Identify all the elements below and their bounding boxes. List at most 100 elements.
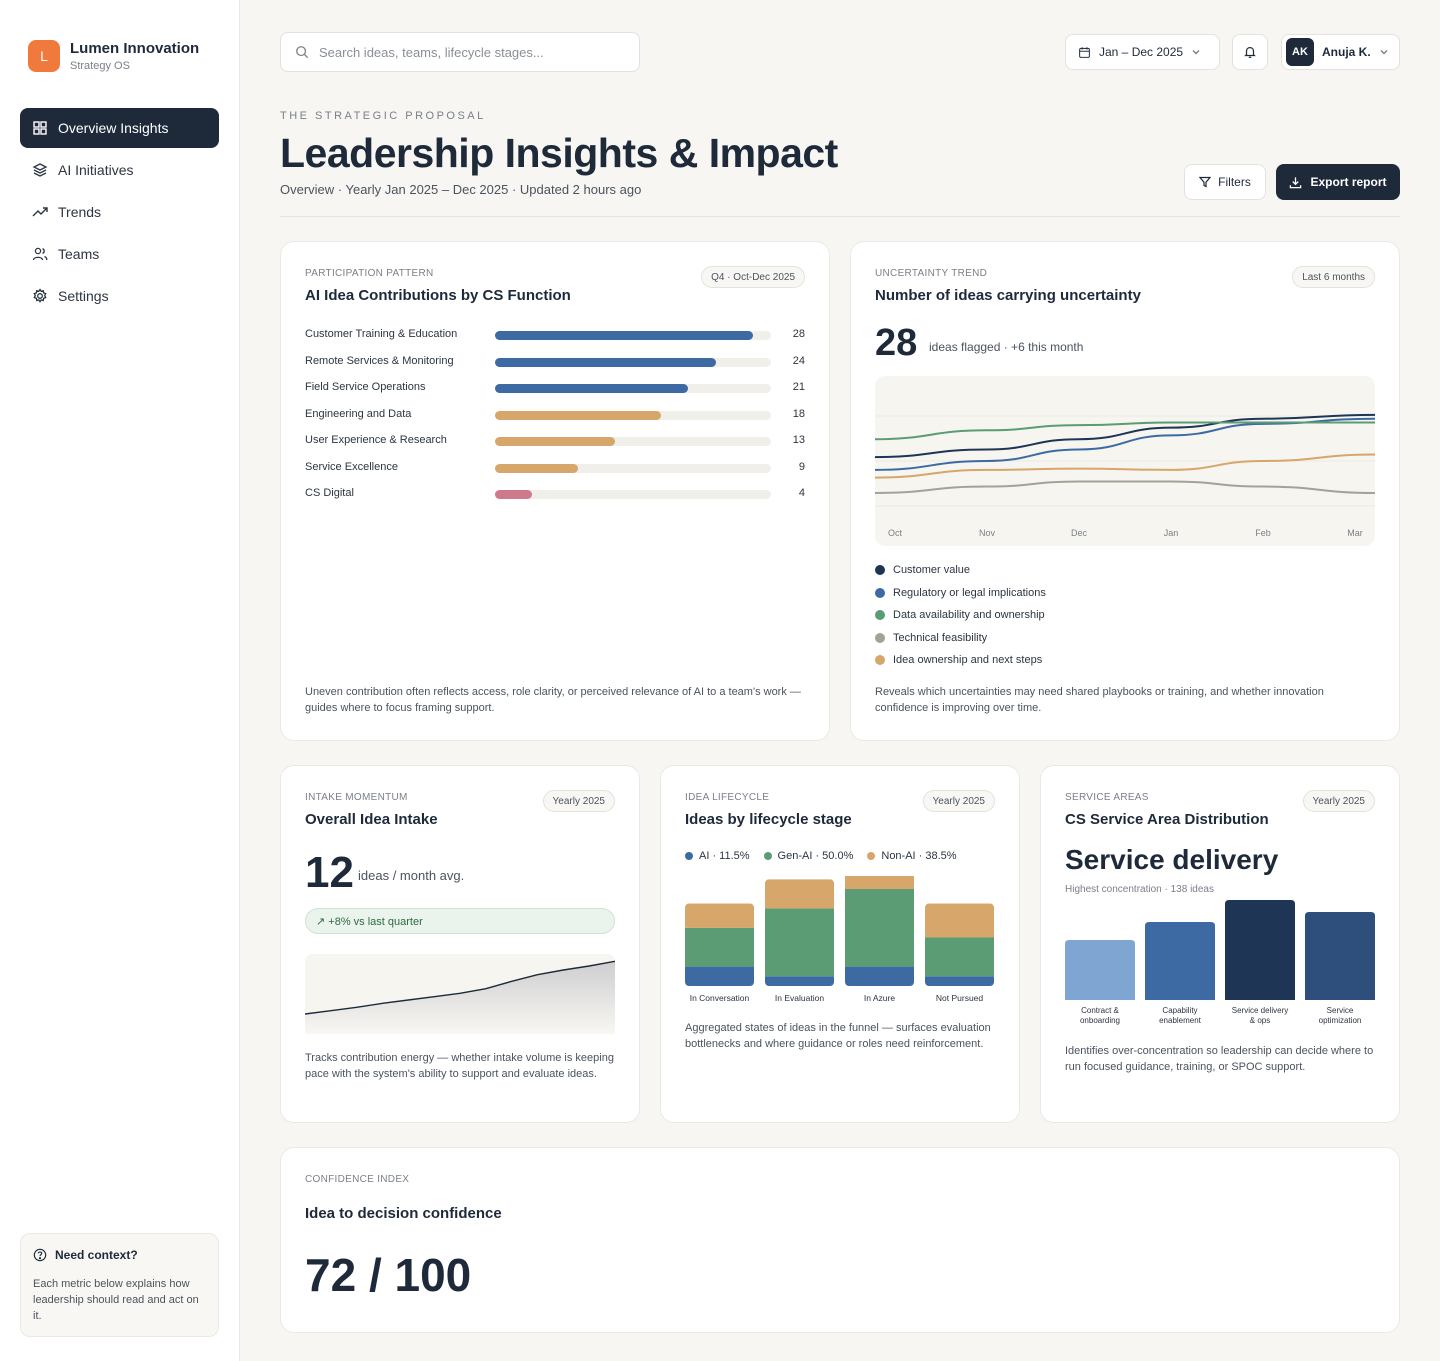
sidebar-item-ai-initiatives[interactable]: AI Initiatives xyxy=(20,150,219,190)
x-tick-label: optimization xyxy=(1319,1016,1362,1025)
filters-button[interactable]: Filters xyxy=(1184,164,1266,200)
card-note: Identifies over-concentration so leaders… xyxy=(1065,1045,1374,1073)
series-line xyxy=(875,453,1375,479)
card-eyebrow: SERVICE AREAS xyxy=(1065,792,1149,803)
bar-track xyxy=(495,410,771,420)
date-range-picker[interactable]: Jan – Dec 2025 xyxy=(1065,34,1220,70)
confidence-card: CONFIDENCE INDEX Idea to decision confid… xyxy=(280,1147,1400,1333)
bar-label: CS Digital xyxy=(305,487,354,499)
gear-icon xyxy=(33,288,47,303)
search-input[interactable] xyxy=(319,44,619,60)
sidebar: L Lumen Innovation Strategy OS Overview … xyxy=(0,0,240,1361)
uncertainty-line-chart: Oct Nov Dec Jan Feb Mar xyxy=(875,376,1375,546)
legend-dot xyxy=(685,852,693,860)
card-eyebrow: CONFIDENCE INDEX xyxy=(305,1174,410,1185)
search-icon xyxy=(296,46,309,59)
contribution-row: Engineering and Data 18 xyxy=(305,408,805,422)
bar xyxy=(495,357,716,367)
sidebar-item-label: Overview Insights xyxy=(58,120,169,136)
sidebar-item-label: AI Initiatives xyxy=(58,162,134,178)
period-pill[interactable]: Yearly 2025 xyxy=(1302,790,1375,812)
service-headline: Service delivery xyxy=(1065,844,1279,875)
page-eyebrow: THE STRATEGIC PROPOSAL xyxy=(280,110,486,122)
x-tick-label: In Conversation xyxy=(690,993,750,1003)
card-eyebrow: PARTICIPATION PATTERN xyxy=(305,268,434,279)
card-note: Aggregated states of ideas in the funnel… xyxy=(685,1022,991,1050)
contribution-row: Field Service Operations 21 xyxy=(305,381,805,395)
bar-label: Customer Training & Education xyxy=(305,328,458,340)
x-tick-label: Not Pursued xyxy=(936,993,984,1003)
context-panel: Need context? Each metric below explains… xyxy=(20,1233,219,1337)
calendar-icon xyxy=(1079,46,1090,58)
x-tick-label: onboarding xyxy=(1080,1016,1120,1025)
legend-dot xyxy=(763,852,772,860)
uncertainty-caption: ideas flagged · +6 this month xyxy=(929,340,1084,354)
bar xyxy=(1225,900,1295,1000)
stack-segment xyxy=(685,927,754,967)
sparkline xyxy=(305,960,615,1015)
sidebar-item-trends[interactable]: Trends xyxy=(20,192,219,232)
bar-value: 13 xyxy=(792,434,805,446)
sidebar-item-teams[interactable]: Teams xyxy=(20,234,219,274)
bar xyxy=(495,384,689,393)
card-title: Number of ideas carrying uncertainty xyxy=(875,287,1141,304)
uncertainty-value: 28 xyxy=(875,322,918,364)
lifecycle-legend: AI · 11.5% Gen-AI · 50.0% Non-AI · 38.5% xyxy=(685,850,971,862)
card-note: Tracks contribution energy — whether int… xyxy=(305,1052,614,1080)
trend-icon xyxy=(32,207,48,217)
card-title: Overall Idea Intake xyxy=(305,811,438,828)
bar-value: 4 xyxy=(798,487,805,499)
legend-item: Customer value xyxy=(875,564,970,576)
x-tick-label: Feb xyxy=(1255,528,1271,538)
period-pill[interactable]: Last 6 months xyxy=(1292,266,1375,288)
series-line xyxy=(875,421,1375,441)
stack-segment xyxy=(925,937,994,977)
filter-icon xyxy=(1199,176,1212,188)
export-report-button[interactable]: Export report xyxy=(1276,164,1400,200)
bar xyxy=(495,331,753,340)
contribution-row: CS Digital 4 xyxy=(305,487,805,501)
legend-item: Technical feasibility xyxy=(875,632,987,644)
bell-icon xyxy=(1244,47,1256,58)
chevron-down-icon xyxy=(1192,50,1200,55)
card-title: CS Service Area Distribution xyxy=(1065,811,1269,828)
card-eyebrow: UNCERTAINTY TREND xyxy=(875,268,988,279)
stack-segment xyxy=(925,903,994,938)
sidebar-item-label: Teams xyxy=(58,246,100,262)
sidebar-item-label: Trends xyxy=(58,204,102,220)
bar xyxy=(495,437,615,446)
date-range-label: Jan – Dec 2025 xyxy=(1099,45,1184,59)
period-pill[interactable]: Q4 · Oct-Dec 2025 xyxy=(701,266,805,288)
lifecycle-stacked-chart: In Conversation In Evaluation In Azure Not … xyxy=(685,876,994,1003)
bar xyxy=(1305,912,1375,1000)
card-eyebrow: INTAKE MOMENTUM xyxy=(305,792,408,803)
stack-segment xyxy=(685,966,754,986)
bar-label: Field Service Operations xyxy=(305,381,426,393)
card-title: AI Idea Contributions by CS Function xyxy=(305,287,571,304)
bar-label: Remote Services & Monitoring xyxy=(305,354,454,367)
period-pill[interactable]: Yearly 2025 xyxy=(922,790,995,812)
card-eyebrow: IDEA LIFECYCLE xyxy=(685,792,770,803)
avatar: AK xyxy=(1286,38,1314,66)
user-menu[interactable]: AK Anuja K. xyxy=(1281,34,1400,70)
legend-label: Technical feasibility xyxy=(893,631,988,644)
contributions-card: PARTICIPATION PATTERN AI Idea Contributi… xyxy=(280,241,830,741)
brand[interactable]: L Lumen Innovation Strategy OS xyxy=(28,40,199,72)
period-pill[interactable]: Yearly 2025 xyxy=(542,790,615,812)
legend-dot xyxy=(875,610,885,620)
bar-label: Engineering and Data xyxy=(305,407,412,420)
stack-segment xyxy=(845,876,914,889)
bar-label: User Experience & Research xyxy=(305,434,447,446)
sidebar-item-settings[interactable]: Settings xyxy=(20,276,219,316)
users-icon xyxy=(32,247,48,261)
card-title: Idea to decision confidence xyxy=(305,1205,502,1222)
service-card: SERVICE AREAS CS Service Area Distributi… xyxy=(1040,765,1400,1123)
notifications-button[interactable] xyxy=(1232,34,1268,70)
bar-track xyxy=(495,463,771,473)
legend-dot xyxy=(875,655,885,665)
legend-label: Regulatory or legal implications xyxy=(893,586,1046,599)
legend-dot xyxy=(875,565,885,575)
bar-value: 24 xyxy=(792,354,805,367)
sidebar-item-overview-insights[interactable]: Overview Insights xyxy=(20,108,219,148)
search-bar[interactable] xyxy=(280,32,640,72)
